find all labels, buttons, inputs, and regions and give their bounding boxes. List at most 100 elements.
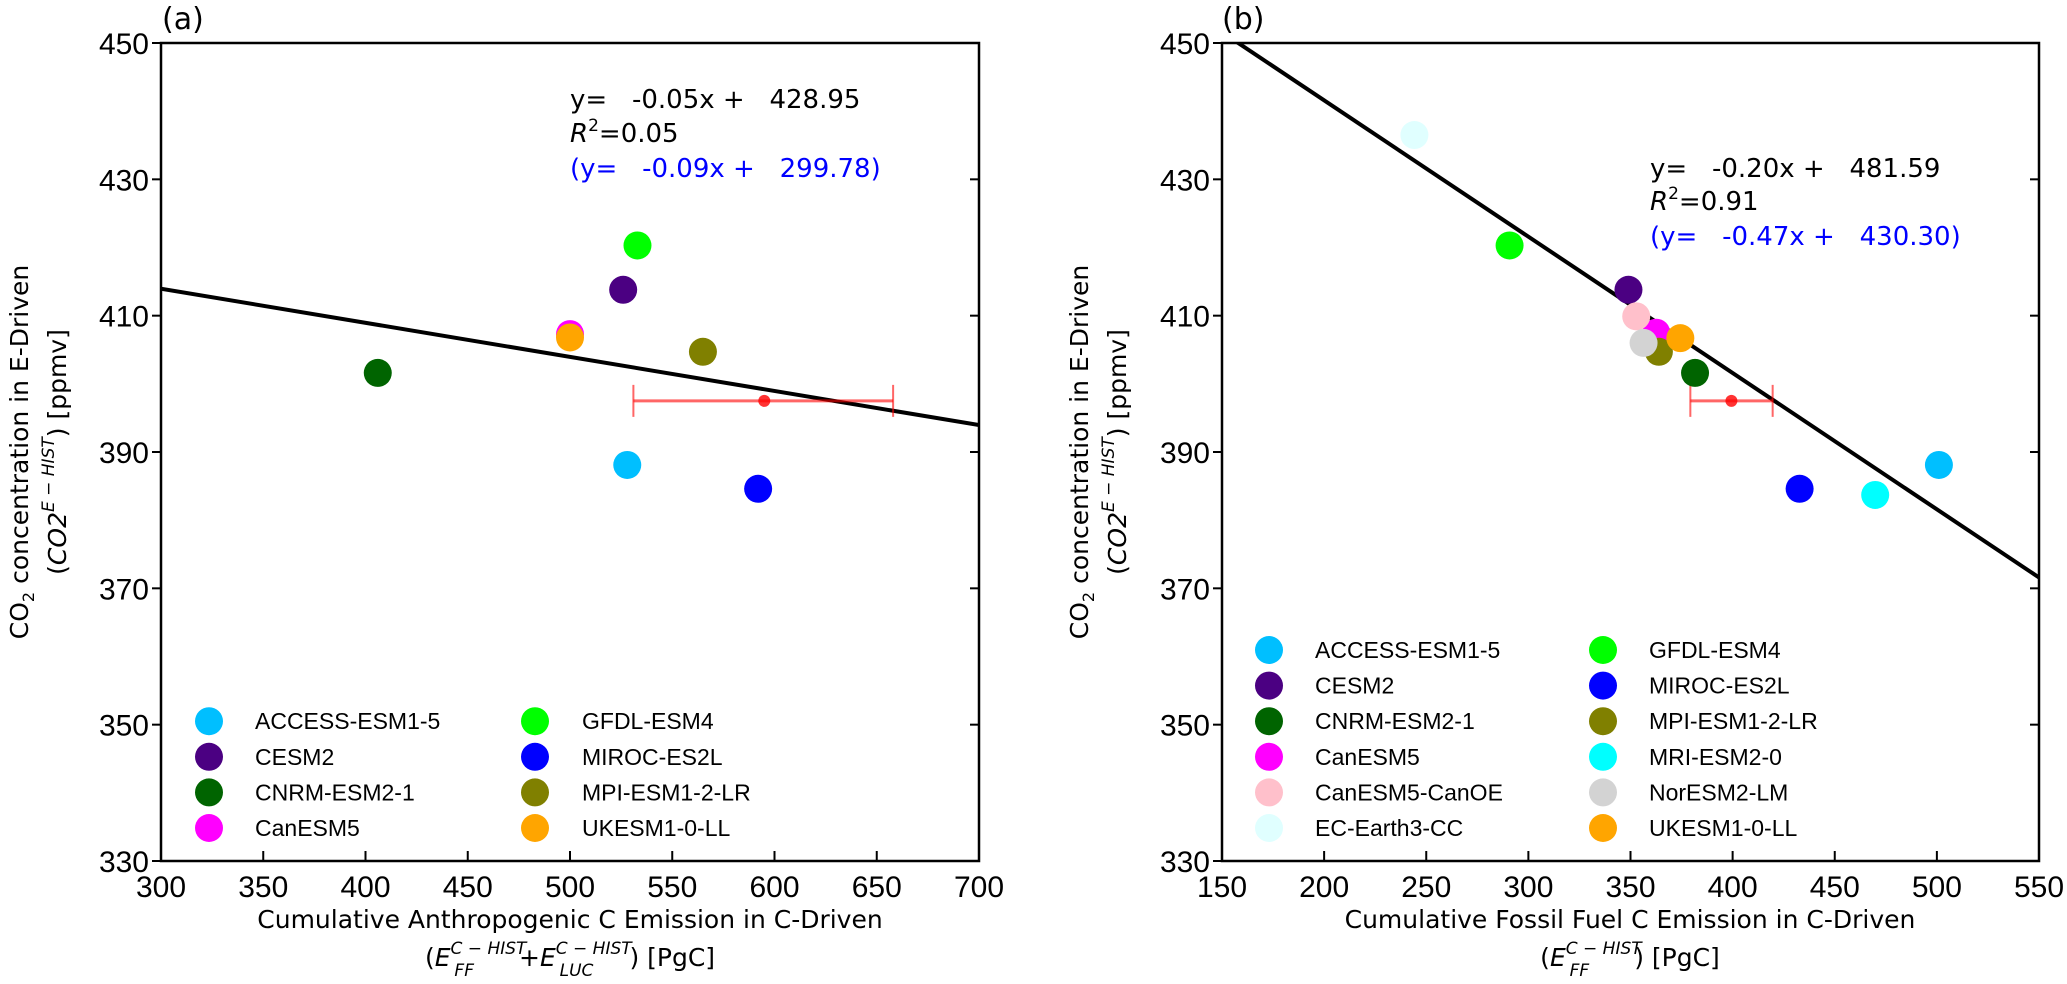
observation — [1689, 384, 1774, 417]
y-axis-label-units: (CO2E − HIST) [ppmv] — [39, 329, 72, 575]
x-tick-label: 700 — [954, 871, 1004, 904]
legend-label: GFDL-ESM4 — [1649, 637, 1781, 663]
point-access-esm1-5 — [613, 450, 642, 479]
x-tick-label: 450 — [1810, 871, 1860, 904]
legend-item: MIROC-ES2L — [1589, 671, 1790, 700]
x-tick-label: 150 — [1197, 871, 1247, 904]
legend-label: CanESM5-CanOE — [1315, 779, 1503, 805]
x-tick-label: 650 — [852, 871, 902, 904]
legend-item: EC-Earth3-CC — [1255, 814, 1463, 842]
x-tick-label: 300 — [136, 871, 186, 904]
legend-item: CanESM5-CanOE — [1255, 778, 1503, 807]
legend-marker — [195, 814, 223, 842]
x-tick-label: 400 — [340, 871, 390, 904]
legend-item: MPI-ESM1-2-LR — [521, 778, 751, 807]
point-cesm2 — [609, 275, 638, 304]
x-tick-label: 550 — [647, 871, 697, 904]
y-tick-label: 370 — [99, 573, 149, 606]
legend-marker — [521, 707, 549, 736]
y-axis-label: CO2 concentration in E-Driven — [1065, 265, 1098, 639]
legend-marker — [1589, 742, 1617, 771]
alt-fit-equation: (y= -0.09x + 299.78) — [570, 154, 881, 184]
y-tick-label: 370 — [1160, 573, 1210, 606]
y-tick-label: 330 — [1160, 846, 1210, 879]
legend-label: CanESM5 — [255, 815, 360, 841]
x-tick-label: 500 — [545, 871, 595, 904]
observation — [632, 384, 895, 417]
legend-marker — [521, 814, 549, 842]
legend-item: UKESM1-0-LL — [521, 814, 730, 842]
point-mri-esm2-0 — [1861, 480, 1890, 509]
legend-item: CanESM5 — [195, 814, 360, 842]
legend-marker — [1255, 778, 1283, 807]
plot-frame — [159, 41, 981, 863]
y-axis-label: CO2 concentration in E-Driven — [5, 265, 38, 639]
point-access-esm1-5 — [1924, 450, 1953, 479]
legend-marker — [521, 742, 549, 771]
legend-label: ACCESS-ESM1-5 — [255, 708, 440, 734]
point-noresm2-lm — [1629, 328, 1658, 357]
legend-label: MPI-ESM1-2-LR — [1649, 708, 1818, 734]
x-tick-label: 400 — [1708, 871, 1758, 904]
x-axis-label-units: (EC − HIST FF) [PgC] — [1540, 939, 1720, 981]
legend-item: UKESM1-0-LL — [1589, 814, 1797, 842]
observation-point — [1725, 394, 1738, 407]
legend-item: ACCESS-ESM1-5 — [195, 707, 440, 736]
legend-label: UKESM1-0-LL — [1649, 815, 1797, 841]
y-tick-label: 390 — [1160, 437, 1210, 470]
legend-label: UKESM1-0-LL — [582, 815, 730, 841]
point-cnrm-esm2-1 — [363, 358, 392, 387]
point-cnrm-esm2-1 — [1681, 358, 1710, 387]
x-axis-label: Cumulative Fossil Fuel C Emission in C-D… — [1345, 905, 1916, 934]
x-tick-label: 500 — [1912, 871, 1962, 904]
point-ukesm1-0-ll — [556, 323, 584, 352]
legend-label: ACCESS-ESM1-5 — [1315, 637, 1500, 663]
x-axis-label-units: (EC − HIST FF +EC − HIST LUC) [PgC] — [425, 939, 715, 981]
legend-label: CNRM-ESM2-1 — [255, 779, 415, 805]
legend-label: MRI-ESM2-0 — [1649, 744, 1782, 770]
legend-marker — [1589, 814, 1617, 842]
y-tick-label: 350 — [99, 710, 149, 743]
y-tick-label: 450 — [1160, 28, 1210, 61]
plot-frame — [1220, 41, 2041, 863]
legend-marker — [195, 707, 223, 736]
y-tick-label: 430 — [99, 164, 149, 197]
y-axis-label-units: (CO2E − HIST) [ppmv] — [1099, 329, 1132, 575]
panel-a: (a) y= -0.05x + 428.95 R2=0.05 (y= -0.09… — [5, 2, 1004, 981]
regression-line — [161, 286, 979, 428]
x-tick-label: 450 — [443, 871, 493, 904]
legend-item: CNRM-ESM2-1 — [195, 778, 415, 807]
y-tick-label: 430 — [1160, 164, 1210, 197]
legend-item: CanESM5 — [1255, 742, 1420, 771]
legend-item: GFDL-ESM4 — [1589, 636, 1781, 664]
x-tick-label: 600 — [749, 871, 799, 904]
legend-marker — [1589, 671, 1617, 700]
point-gfdl-esm4 — [623, 231, 652, 260]
x-tick-label: 350 — [238, 871, 288, 904]
legend-item: CESM2 — [195, 742, 334, 771]
fit-equation: y= -0.05x + 428.95 — [570, 85, 860, 115]
legend-marker — [1589, 636, 1617, 664]
legend-label: MIROC-ES2L — [582, 744, 723, 770]
legend-label: CNRM-ESM2-1 — [1315, 708, 1475, 734]
point-miroc-es2l — [1785, 474, 1814, 503]
x-tick-label: 200 — [1299, 871, 1349, 904]
y-tick-label: 410 — [1160, 301, 1210, 334]
legend-label: MPI-ESM1-2-LR — [582, 779, 751, 805]
legend-marker — [521, 778, 549, 807]
legend-item: ACCESS-ESM1-5 — [1255, 636, 1500, 664]
alt-fit-equation: (y= -0.47x + 430.30) — [1650, 222, 1961, 252]
legend-label: MIROC-ES2L — [1649, 673, 1790, 699]
x-tick-label: 250 — [1401, 871, 1451, 904]
point-miroc-es2l — [744, 474, 773, 503]
legend-marker — [1255, 636, 1283, 664]
point-ec-earth3-cc — [1400, 121, 1429, 150]
legend-label: GFDL-ESM4 — [582, 708, 714, 734]
legend-marker — [1255, 814, 1283, 842]
legend-label: CESM2 — [255, 744, 334, 770]
legend-marker — [1255, 671, 1283, 700]
legend-marker — [195, 742, 223, 771]
panel-label: (a) — [162, 2, 204, 37]
point-ukesm1-0-ll — [1666, 324, 1695, 353]
